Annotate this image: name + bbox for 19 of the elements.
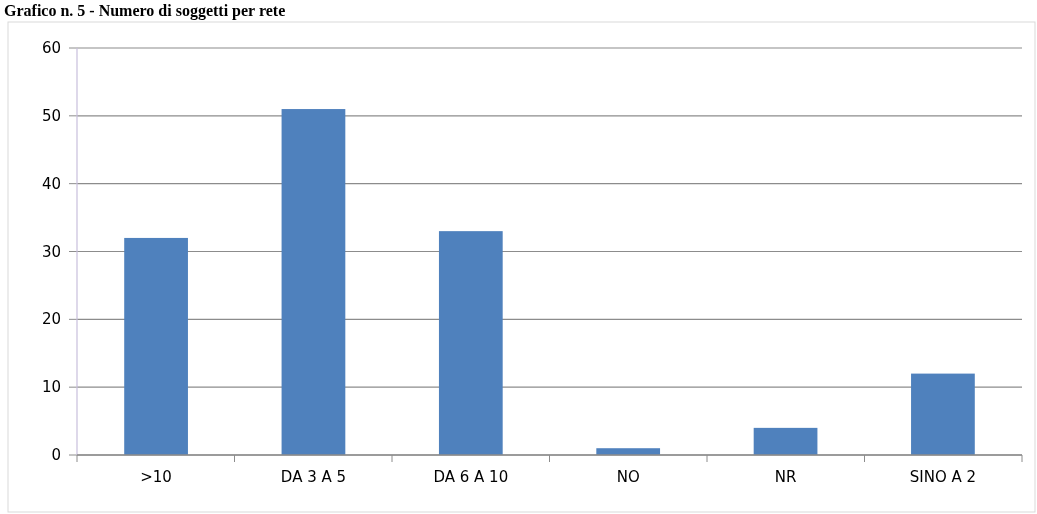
x-tick-label: NO bbox=[616, 468, 640, 486]
x-tick-label: NR bbox=[774, 468, 797, 486]
bar bbox=[281, 109, 346, 455]
y-tick-label: 40 bbox=[41, 174, 61, 193]
bar bbox=[753, 427, 818, 455]
bar bbox=[911, 373, 975, 455]
y-tick-label: 10 bbox=[41, 378, 61, 397]
x-tick-label: DA 3 A 5 bbox=[280, 468, 347, 486]
bar bbox=[124, 237, 188, 455]
y-tick-label: 0 bbox=[51, 446, 61, 464]
y-tick-label: 60 bbox=[41, 39, 61, 57]
x-tick-label: DA 6 A 10 bbox=[433, 468, 509, 486]
y-tick-label: 30 bbox=[41, 242, 61, 261]
y-tick-label: 50 bbox=[41, 106, 61, 125]
y-tick-label: 20 bbox=[41, 310, 61, 329]
x-tick-label: >10 bbox=[140, 468, 172, 486]
chart-title: Grafico n. 5 - Numero di soggetti per rete bbox=[4, 2, 286, 20]
x-tick-label: SINO A 2 bbox=[909, 468, 977, 486]
bar bbox=[438, 231, 503, 455]
